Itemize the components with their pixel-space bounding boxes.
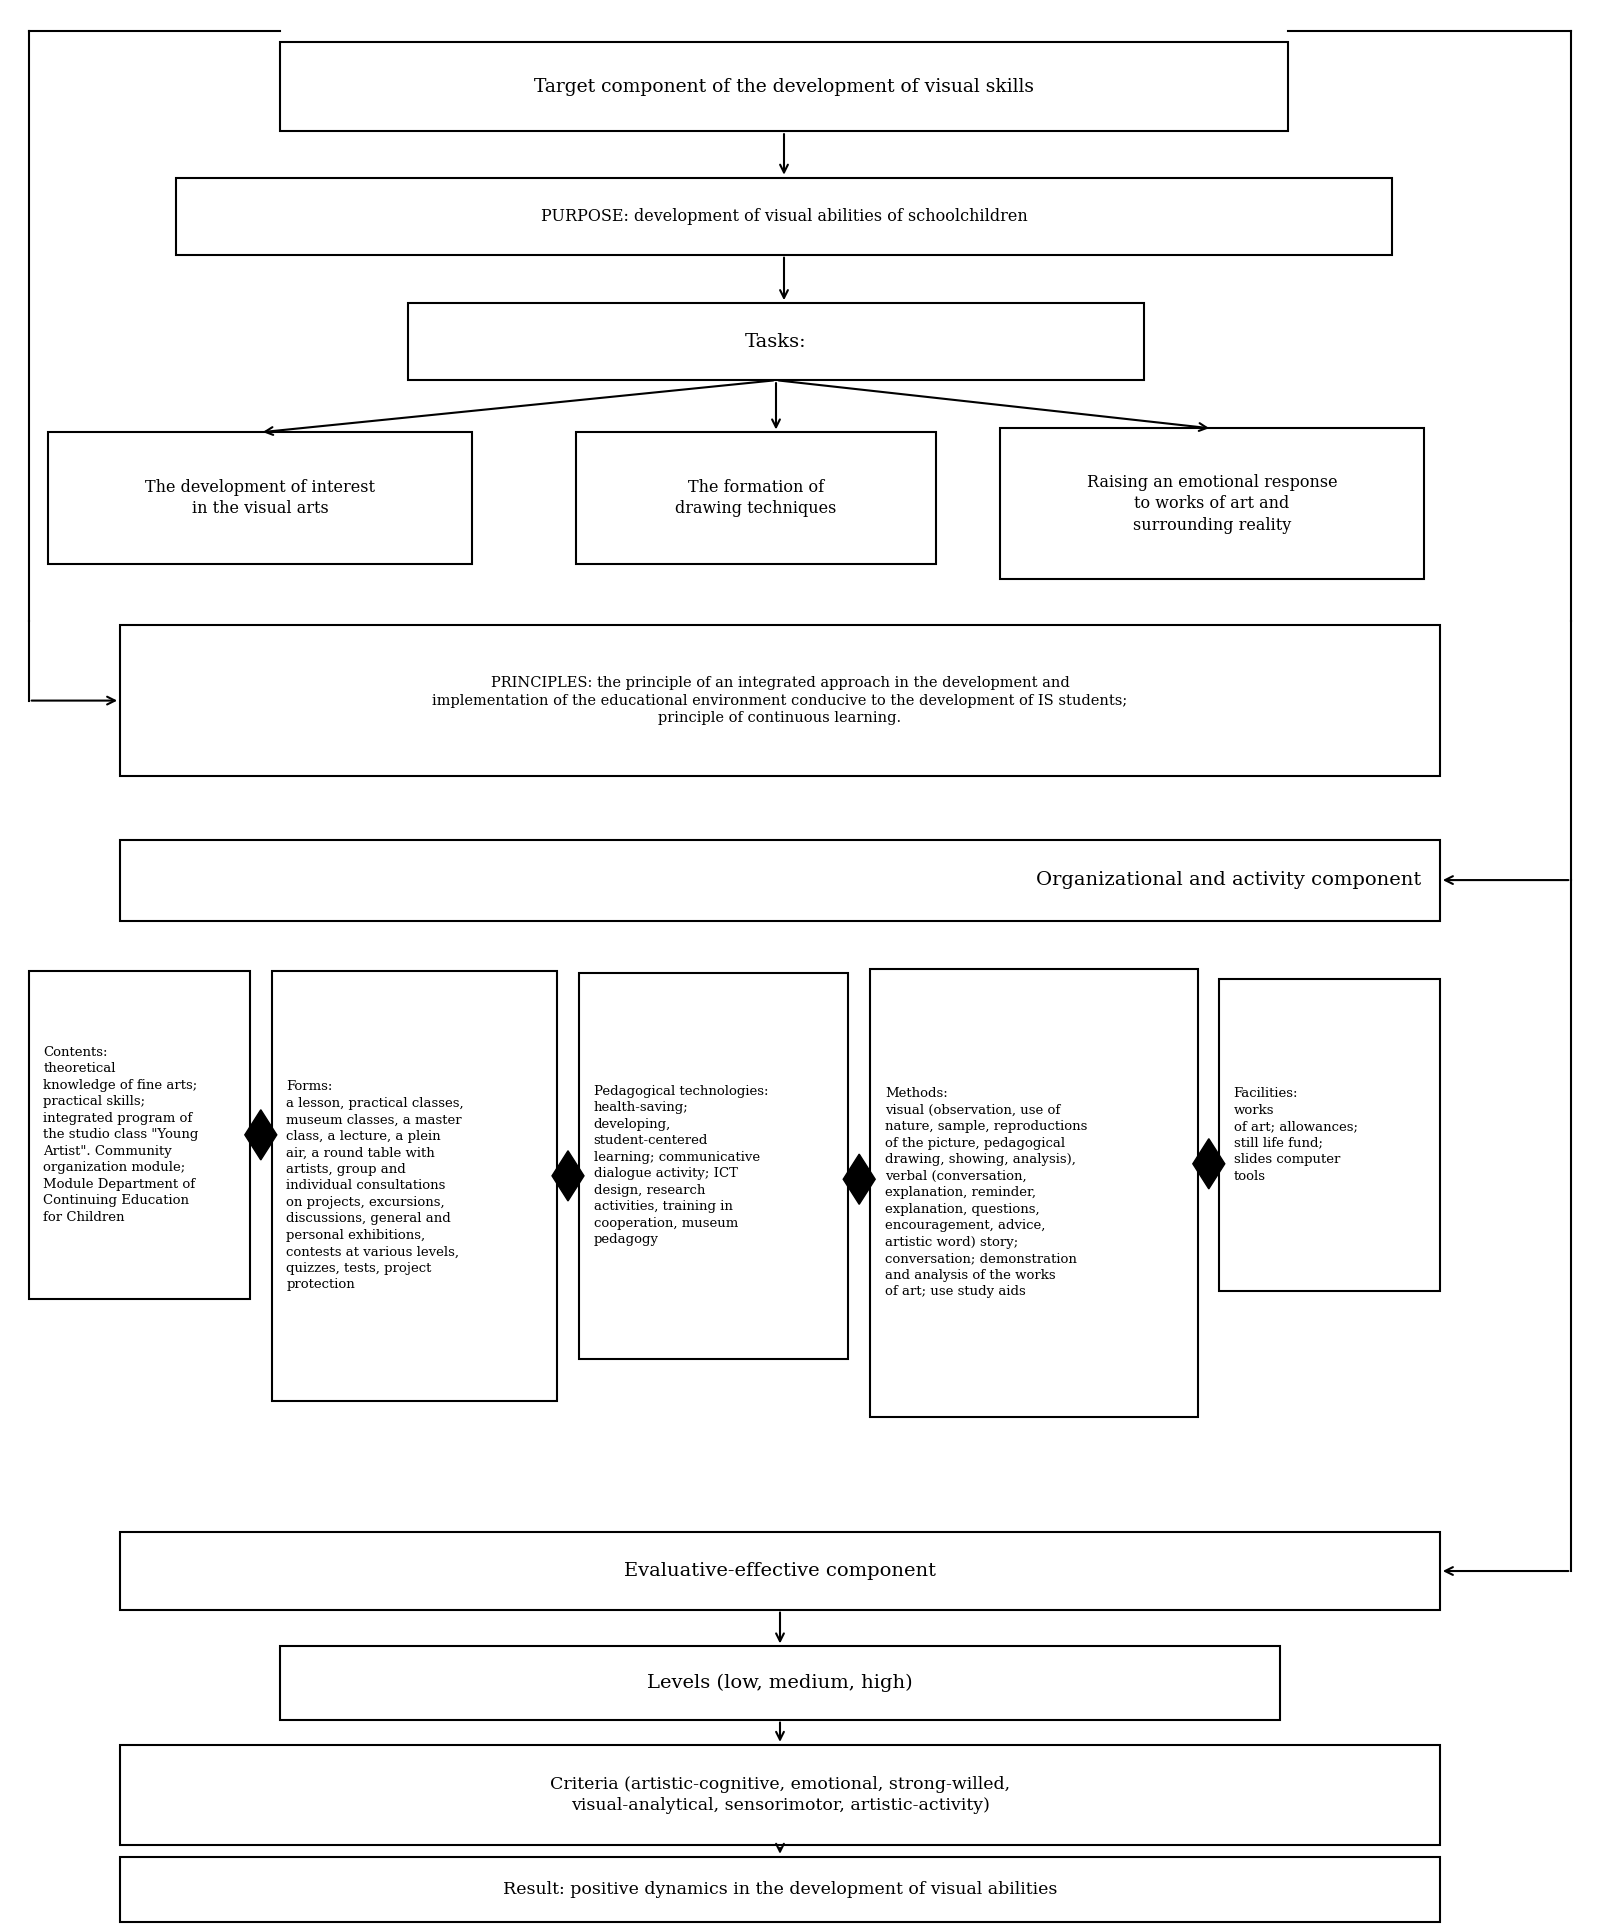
Text: Forms:
a lesson, practical classes,
museum classes, a master
class, a lecture, a: Forms: a lesson, practical classes, muse… (286, 1081, 464, 1291)
Text: Criteria (artistic-cognitive, emotional, strong-willed,
visual-analytical, senso: Criteria (artistic-cognitive, emotional,… (550, 1776, 1010, 1814)
FancyBboxPatch shape (280, 42, 1288, 131)
FancyBboxPatch shape (579, 973, 848, 1359)
Text: Result: positive dynamics in the development of visual abilities: Result: positive dynamics in the develop… (502, 1882, 1058, 1897)
Text: The formation of
drawing techniques: The formation of drawing techniques (675, 479, 837, 517)
Text: PURPOSE: development of visual abilities of schoolchildren: PURPOSE: development of visual abilities… (541, 208, 1027, 224)
FancyBboxPatch shape (120, 1745, 1440, 1845)
Text: Raising an emotional response
to works of art and
surrounding reality: Raising an emotional response to works o… (1086, 473, 1338, 535)
FancyBboxPatch shape (1000, 428, 1424, 579)
FancyBboxPatch shape (576, 432, 936, 564)
Polygon shape (552, 1150, 584, 1200)
Text: Evaluative-effective component: Evaluative-effective component (624, 1561, 936, 1581)
FancyBboxPatch shape (408, 303, 1144, 380)
FancyBboxPatch shape (1219, 979, 1440, 1291)
FancyBboxPatch shape (120, 625, 1440, 776)
Text: Tasks:: Tasks: (746, 332, 806, 351)
Text: Contents:
theoretical
knowledge of fine arts;
practical skills;
integrated progr: Contents: theoretical knowledge of fine … (43, 1046, 198, 1224)
FancyBboxPatch shape (48, 432, 472, 564)
FancyBboxPatch shape (272, 971, 557, 1401)
Text: Facilities:
works
of art; allowances;
still life fund;
slides computer
tools: Facilities: works of art; allowances; st… (1234, 1087, 1358, 1183)
Polygon shape (843, 1154, 875, 1204)
FancyBboxPatch shape (120, 840, 1440, 921)
Text: PRINCIPLES: the principle of an integrated approach in the development and
imple: PRINCIPLES: the principle of an integrat… (432, 676, 1128, 726)
Polygon shape (1194, 1139, 1226, 1189)
Text: Pedagogical technologies:
health-saving;
developing,
student-centered
learning; : Pedagogical technologies: health-saving;… (594, 1085, 768, 1247)
FancyBboxPatch shape (280, 1646, 1280, 1720)
Text: Target component of the development of visual skills: Target component of the development of v… (534, 77, 1034, 96)
Polygon shape (245, 1110, 277, 1160)
FancyBboxPatch shape (120, 1857, 1440, 1922)
Text: Organizational and activity component: Organizational and activity component (1035, 870, 1421, 890)
Text: Levels (low, medium, high): Levels (low, medium, high) (646, 1673, 914, 1693)
Text: Methods:
visual (observation, use of
nature, sample, reproductions
of the pictur: Methods: visual (observation, use of nat… (885, 1087, 1086, 1299)
FancyBboxPatch shape (870, 969, 1198, 1417)
FancyBboxPatch shape (120, 1532, 1440, 1610)
Text: The development of interest
in the visual arts: The development of interest in the visua… (146, 479, 374, 517)
FancyBboxPatch shape (29, 971, 250, 1299)
FancyBboxPatch shape (176, 178, 1392, 255)
